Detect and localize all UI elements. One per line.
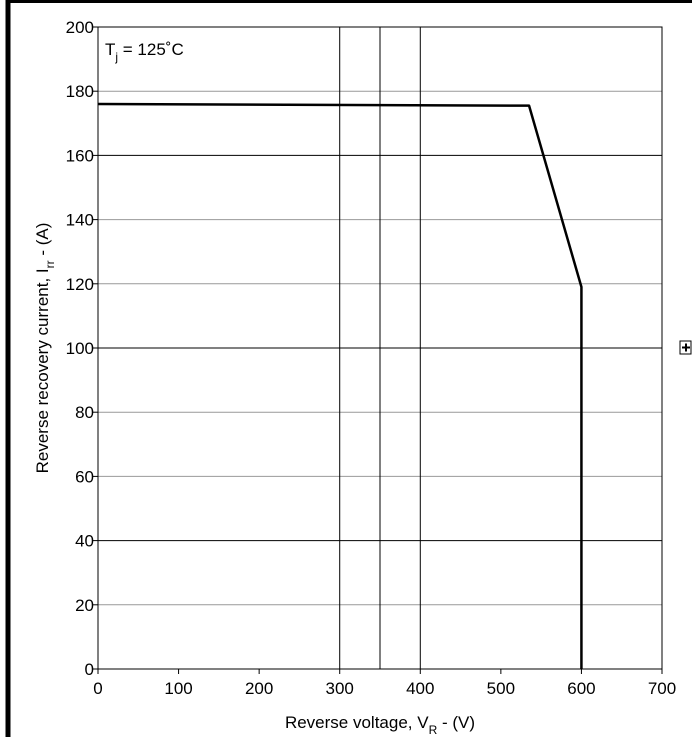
y-axis-title-main: Reverse recovery current, I (33, 268, 52, 473)
annotation-rest: = 125˚C (118, 40, 184, 59)
x-axis-title-sub: R (429, 723, 438, 737)
y-axis-title-rest: - (A) (33, 223, 52, 261)
x-axis-title: Reverse voltage, VR - (V) (285, 713, 475, 737)
axis-ticks (93, 26, 663, 674)
y-axis-title-sub: rr (43, 260, 57, 268)
y-tick-label: 180 (66, 82, 94, 101)
x-tick-label: 0 (93, 679, 102, 698)
x-tick-label: 500 (487, 679, 515, 698)
x-tick-label: 100 (164, 679, 192, 698)
y-tick-label: 20 (75, 596, 94, 615)
y-tick-label: 80 (75, 403, 94, 422)
y-axis-title: Reverse recovery current, Irr - (A) (33, 223, 57, 474)
annotation-sub: j (114, 50, 118, 64)
y-tick-label: 160 (66, 146, 94, 165)
grid (98, 27, 662, 669)
plus-box-icon[interactable] (679, 340, 692, 355)
y-tick-label: 100 (66, 339, 94, 358)
x-tick-label: 600 (567, 679, 595, 698)
x-tick-label: 200 (245, 679, 273, 698)
x-tick-label: 300 (326, 679, 354, 698)
y-tick-label: 200 (66, 18, 94, 37)
y-tick-label: 140 (66, 211, 94, 230)
series (97, 102, 583, 669)
y-tick-label: 120 (66, 275, 94, 294)
annotation-main: T (105, 40, 115, 59)
x-axis-title-main: Reverse voltage, V (285, 713, 429, 732)
y-tick-label: 60 (75, 467, 94, 486)
annotation-temperature: Tj = 125˚C (105, 40, 184, 64)
plot-area (97, 26, 663, 670)
x-axis-title-rest: - (V) (437, 713, 475, 732)
x-tick-label: 700 (648, 679, 676, 698)
x-tick-label: 400 (406, 679, 434, 698)
tick-labels: 0 100 200 300 400 500 600 700 0 20 40 60 80 100 120 140… (66, 18, 677, 698)
y-tick-label: 0 (85, 660, 94, 679)
series-line-0 (97, 102, 583, 669)
y-tick-label: 40 (75, 532, 94, 551)
